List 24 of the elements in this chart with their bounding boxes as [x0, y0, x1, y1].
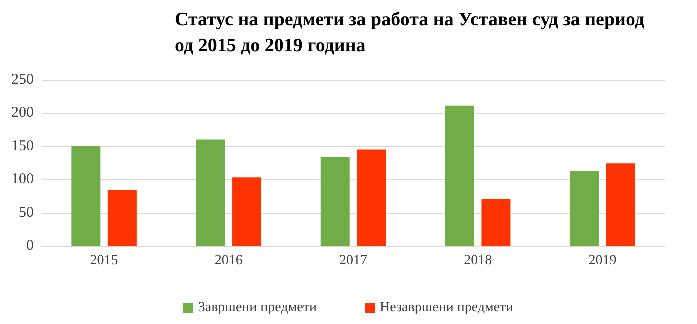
y-tick-label: 200 — [12, 105, 34, 122]
bar — [196, 140, 226, 246]
bar — [357, 150, 386, 246]
y-tick-label: 150 — [12, 138, 34, 154]
legend-label: Незавршени предмети — [380, 300, 514, 316]
bar — [570, 170, 600, 246]
bar — [445, 106, 474, 246]
x-tick-label: 2018 — [464, 254, 492, 268]
x-tick-label: 2015 — [90, 254, 118, 268]
y-tick-label: 0 — [26, 238, 34, 254]
bar — [320, 157, 350, 246]
x-tick-label: 2016 — [214, 254, 243, 268]
y-tick-label: 100 — [12, 172, 34, 188]
bar — [232, 178, 262, 246]
x-tick-label: 2019 — [588, 254, 617, 268]
legend-label: Завршени предмети — [198, 300, 318, 316]
chart-title: Статус на предмети за работа на Уставен суд за период од 2015 до 2019 година — [175, 10, 645, 56]
bar — [606, 164, 636, 246]
y-tick-label: 250 — [12, 72, 34, 88]
bar — [108, 190, 137, 246]
x-tick-label: 2017 — [340, 254, 368, 268]
bar — [482, 200, 511, 246]
y-tick-label: 50 — [19, 204, 34, 221]
bar — [72, 146, 101, 246]
